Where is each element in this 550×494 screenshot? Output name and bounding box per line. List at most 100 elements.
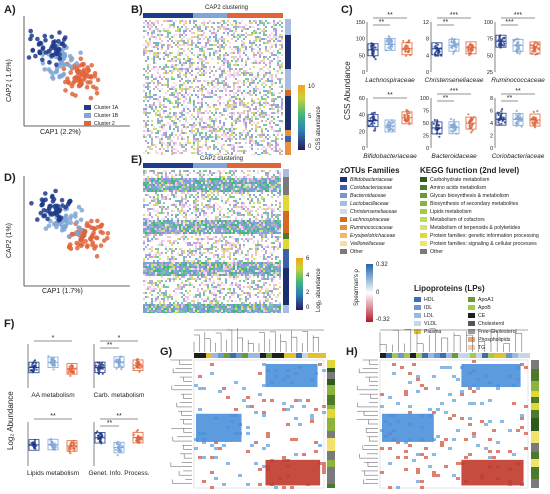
spearman-colorbar <box>366 264 373 322</box>
panel-c-ylabel: CSS Abundance <box>343 61 352 120</box>
kegg-legend: Carbohydrate metabolism Amino acids metab… <box>420 176 539 256</box>
zotu-legend-item-4: Christenseneliaceae <box>340 208 397 216</box>
zotu-legend-swatch-9 <box>340 249 347 255</box>
c-2-sig-0: *** <box>514 12 522 19</box>
zotu-legend-swatch-4 <box>340 209 347 215</box>
c-tick-4-3: 25 <box>423 134 429 140</box>
zotu-legend-swatch-2 <box>340 193 347 199</box>
lp-legend-left-item-3: VLDL <box>414 320 441 328</box>
c-4-sig-0: *** <box>450 88 458 95</box>
zotu-legend-label-5: Lachnospiraceae <box>350 217 390 223</box>
zotu-legend-item-7: Erysipelotrichaceae <box>340 232 397 240</box>
legend-item-cluster-1a: Cluster 1A <box>84 104 118 112</box>
cluster-2-swatch <box>84 121 91 127</box>
lp-legend-title: Lipoproteins (LPs) <box>414 284 485 293</box>
kegg-legend-swatch-9 <box>420 249 427 255</box>
zotu-legend-label-7: Erysipelotrichaceae <box>350 233 396 239</box>
colorbar-b-tick-0: 0 <box>308 144 312 150</box>
kegg-legend-item-3: Biosynthesis of secondary metabolites <box>420 200 539 208</box>
kegg-legend-item-1: Amino acids metabolism <box>420 184 539 192</box>
cluster-1b-swatch <box>84 113 91 119</box>
zotu-legend-swatch-5 <box>340 217 347 223</box>
zotu-legend-item-6: Ruminococcaceae <box>340 224 397 232</box>
c-tick-1-0: 12 <box>423 20 429 26</box>
f-2-sig-0: ** <box>50 413 56 420</box>
c-tick-4-4: 0 <box>426 146 429 152</box>
kegg-legend-swatch-2 <box>420 193 427 199</box>
kegg-legend-item-4: Lipids metabolism <box>420 208 539 216</box>
c-5-sig-0: ** <box>515 88 521 95</box>
lp-legend-left-item-1: IDL <box>414 304 441 312</box>
f-3-sig-1: ** <box>107 420 113 427</box>
boxplots-c: 150100500****Lachnospiraceae12840*****Ch… <box>356 12 545 160</box>
zotu-legend-item-0: Bifidobacteriaceae <box>340 176 397 184</box>
c-5-sig-1: ** <box>507 95 513 102</box>
panel-h-label: H) <box>346 346 358 358</box>
colorbar-b <box>298 85 305 150</box>
lp-legend-left-label-2: LDL <box>424 313 434 319</box>
lp-legend-left: HDL IDL LDL VLDL Plasma <box>414 296 441 336</box>
zotu-legend-title: zOTUs Families <box>340 166 400 175</box>
zotu-legend-item-1: Coriobacteriaceae <box>340 184 397 192</box>
lp-legend-right-label-6: TG <box>478 345 486 351</box>
panel-a-label: A) <box>4 4 16 16</box>
lp-legend-left-item-2: LDL <box>414 312 441 320</box>
heatmap-e <box>143 163 289 313</box>
panel-f-ylabel: Log₂ Abundance <box>6 391 15 450</box>
lp-legend-right-label-3: Cholesterol <box>478 321 505 327</box>
c-tick-5-2: 4 <box>490 121 493 127</box>
zotu-legend-item-2: Bacteroidaceae <box>340 192 397 200</box>
lp-legend-left-swatch-0 <box>414 297 421 303</box>
f-subplot-name-0: AA metabolism <box>31 392 74 399</box>
c-tick-2-2: 50 <box>487 53 493 59</box>
lp-legend-right-item-1: ApoB <box>468 304 517 312</box>
f-1-sig-1: ** <box>107 342 113 349</box>
lp-legend-left-swatch-4 <box>414 329 421 335</box>
lp-legend-right-swatch-6 <box>468 345 475 351</box>
c-tick-2-0: 100 <box>484 20 493 26</box>
kegg-legend-title: KEGG function (2nd level) <box>420 166 520 175</box>
c-tick-3-2: 20 <box>359 129 365 135</box>
cluster-1a-swatch <box>84 105 91 111</box>
c-2-sig-1: *** <box>505 19 513 26</box>
c-4-sig-1: ** <box>443 95 449 102</box>
c-0-sig-1: ** <box>379 19 385 26</box>
lp-legend-left-label-1: IDL <box>424 305 433 311</box>
panel-e-title: CAP2 clustering <box>200 156 244 162</box>
zotu-legend-swatch-1 <box>340 185 347 191</box>
panel-e-label: E) <box>131 154 142 166</box>
lp-legend-right-item-2: CE <box>468 312 517 320</box>
zotu-legend-label-3: Lactobacillaceae <box>350 201 389 207</box>
scatter-plot-a <box>23 16 130 127</box>
kegg-legend-item-6: Metabolism of terpenoids & polyketides <box>420 224 539 232</box>
f-subplot-name-2: Lipids metabolism <box>27 470 79 477</box>
c-tick-4-0: 100 <box>420 96 429 102</box>
c-tick-2-3: 25 <box>487 70 493 76</box>
zotu-legend: Bifidobacteriaceae Coriobacteriaceae Bacte… <box>340 176 397 256</box>
lp-legend-right-item-0: ApoA1 <box>468 296 517 304</box>
kegg-legend-label-2: Glycan biosynthesis & metabolism <box>430 193 509 199</box>
kegg-legend-item-2: Glycan biosynthesis & metabolism <box>420 192 539 200</box>
c-tick-1-2: 4 <box>426 53 429 59</box>
zotu-legend-item-8: Veillonellaceae <box>340 240 397 248</box>
lp-legend-right-swatch-1 <box>468 305 475 311</box>
zotu-legend-label-9: Other <box>350 249 363 255</box>
c-tick-4-1: 75 <box>423 109 429 115</box>
kegg-legend-swatch-7 <box>420 233 427 239</box>
kegg-legend-item-7: Protein families: genetic information pr… <box>420 232 539 240</box>
colorbar-e-tick-4: 4 <box>306 273 310 279</box>
c-tick-0-1: 100 <box>356 37 365 43</box>
kegg-legend-label-7: Protein families: genetic information pr… <box>430 233 539 239</box>
heatmap-g <box>170 328 335 489</box>
kegg-legend-label-3: Biosynthesis of secondary metabolites <box>430 201 519 207</box>
c-subplot-name-2: Ruminococcaceae <box>491 77 545 84</box>
zotu-legend-label-1: Coriobacteriaceae <box>350 185 393 191</box>
c-tick-0-3: 0 <box>362 70 365 76</box>
c-tick-1-3: 0 <box>426 70 429 76</box>
kegg-legend-label-6: Metabolism of terpenoids & polyketides <box>430 225 521 231</box>
kegg-legend-item-5: Metabolism of cofactors <box>420 216 539 224</box>
c-tick-3-0: 60 <box>359 96 365 102</box>
colorbar-b-tick-5: 5 <box>308 114 312 120</box>
boxplots-f: *AA metabolism***Carb. metabolism**Lipid… <box>27 335 150 477</box>
lp-legend-left-swatch-2 <box>414 313 421 319</box>
